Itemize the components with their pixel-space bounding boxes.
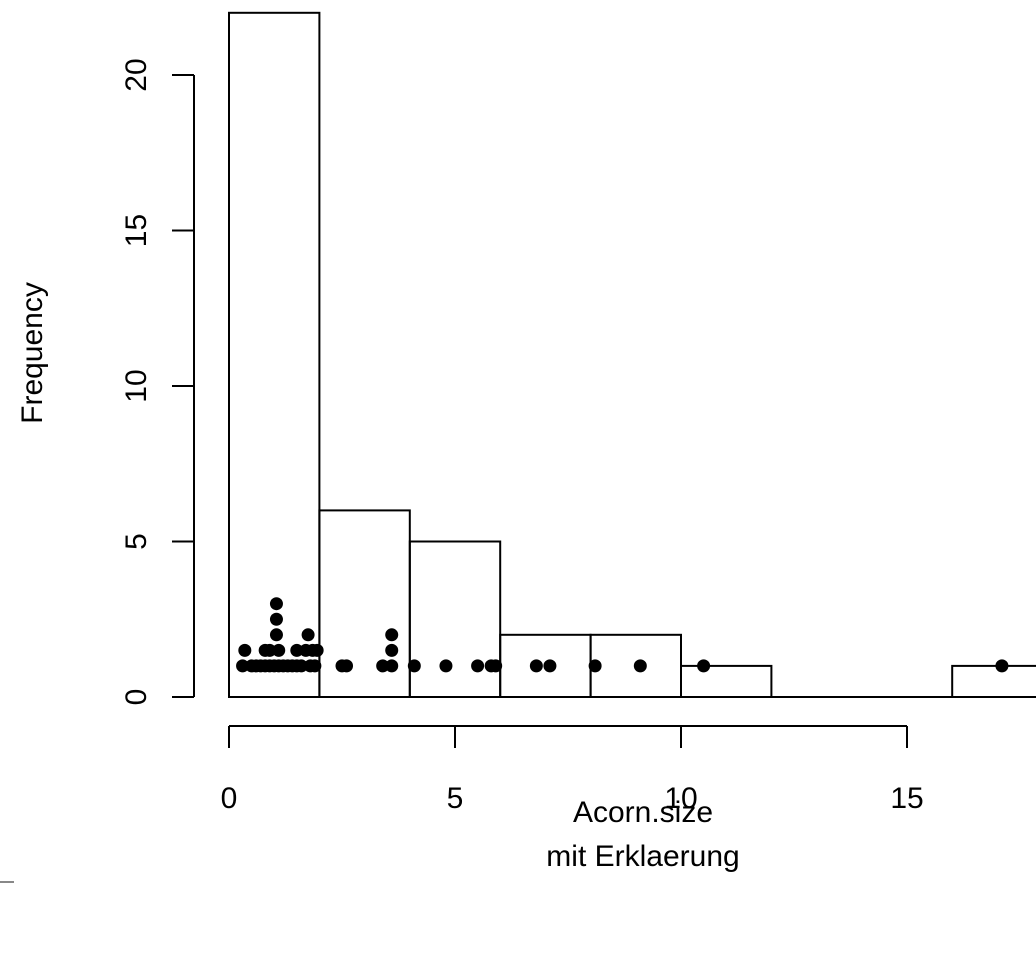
stripchart-point-40: [588, 659, 602, 673]
stripchart-point-29: [376, 659, 390, 673]
x-axis: 0 5 10 15: [221, 725, 924, 815]
y-tick-label-1: 5: [120, 533, 153, 550]
histogram-bar-8: [951, 664, 1036, 699]
x-tick-label-2: 10: [664, 782, 697, 815]
stripchart-point-19: [290, 643, 304, 657]
histogram-bar-2: [408, 540, 502, 698]
stripchart-point-31: [385, 643, 399, 657]
stripchart-point-20: [294, 659, 308, 673]
y-tick-label-0: 0: [120, 689, 153, 706]
stripchart-point-11: [269, 612, 283, 626]
y-tick-label-2: 10: [120, 369, 153, 402]
stripchart-point-14: [272, 643, 286, 657]
stripchart-point-10: [269, 628, 283, 642]
x-axis-subtitle: mit Erklaerung: [546, 840, 739, 873]
stripchart-point-26: [310, 643, 324, 657]
stripchart-point-34: [439, 659, 453, 673]
x-tick-label-0: 0: [221, 782, 238, 815]
stripchart-point-43: [995, 659, 1009, 673]
stripchart-points: [236, 597, 1009, 673]
stripchart-point-37: [489, 659, 503, 673]
stripchart-point-30: [385, 659, 399, 673]
y-axis: 0 5 10 15 20: [120, 58, 195, 706]
y-tick-label-4: 20: [120, 58, 153, 91]
stripchart-point-42: [697, 659, 711, 673]
stripchart-point-33: [407, 659, 421, 673]
stripchart-point-39: [543, 659, 557, 673]
x-axis-title: Acorn.size: [573, 796, 713, 829]
histogram-bar-5: [680, 664, 773, 699]
stripchart-point-35: [471, 659, 485, 673]
stripchart-point-41: [633, 659, 647, 673]
stripchart-point-1: [238, 643, 252, 657]
stripchart-point-32: [385, 628, 399, 642]
histogram-bars: [228, 11, 1036, 699]
stripchart-point-25: [308, 659, 322, 673]
x-tick-label-1: 5: [447, 782, 464, 815]
stripchart-point-38: [529, 659, 543, 673]
x-tick-label-3: 15: [890, 782, 923, 815]
y-axis-title: Frequency: [16, 282, 49, 424]
stripchart-point-0: [236, 659, 250, 673]
stripchart-point-8: [263, 643, 277, 657]
stripchart-point-22: [301, 628, 315, 642]
y-tick-label-3: 15: [120, 214, 153, 247]
stripchart-point-28: [340, 659, 354, 673]
histogram-bar-0: [228, 11, 321, 699]
stripchart-point-12: [269, 597, 283, 611]
